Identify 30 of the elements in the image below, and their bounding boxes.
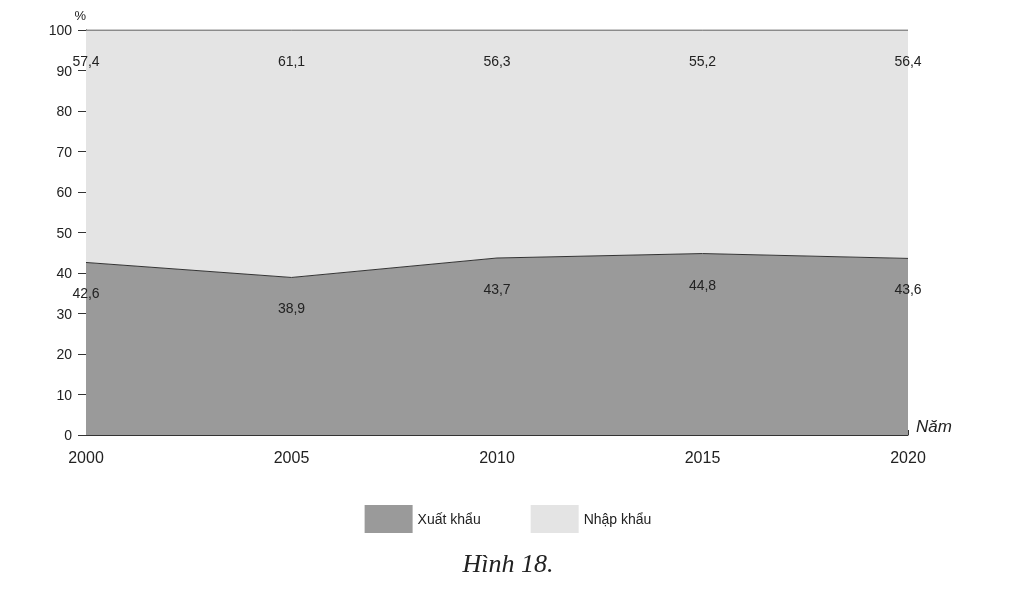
- data-label: 43,7: [483, 281, 511, 298]
- x-tick-label: 2000: [68, 448, 104, 466]
- y-axis-title: %: [74, 8, 87, 23]
- legend-label: Xuất khẩu: [417, 511, 481, 527]
- data-label: 56,3: [483, 53, 511, 69]
- y-tick-label: 40: [56, 265, 73, 281]
- data-label: 61,1: [277, 53, 306, 69]
- data-label: 57,4: [72, 53, 100, 69]
- y-tick-label: 50: [56, 224, 73, 241]
- y-tick-label: 20: [56, 346, 73, 362]
- legend-label: Nhập khẩu: [583, 511, 652, 527]
- y-tick-label: 100: [48, 22, 73, 38]
- x-tick-label: 2020: [890, 448, 926, 466]
- x-tick-label: 2005: [273, 448, 310, 466]
- y-tick-label: 70: [56, 143, 73, 160]
- data-label: 44,8: [688, 276, 717, 293]
- x-tick-label: 2010: [479, 448, 515, 466]
- x-axis-title: Năm: [916, 417, 952, 436]
- y-tick-label: 0: [64, 427, 73, 443]
- data-label: 42,6: [72, 285, 100, 302]
- data-label: 56,4: [894, 53, 922, 69]
- text: Hình 18.: [461, 548, 554, 578]
- y-tick-label: 60: [56, 184, 73, 200]
- y-tick-label: 10: [56, 386, 73, 403]
- data-label: 38,9: [277, 300, 306, 317]
- data-label: 55,2: [688, 53, 717, 69]
- y-tick-label: 80: [56, 103, 73, 119]
- x-tick-label: 2015: [684, 448, 721, 466]
- y-tick-label: 30: [56, 305, 73, 322]
- y-tick-label: 90: [56, 62, 73, 79]
